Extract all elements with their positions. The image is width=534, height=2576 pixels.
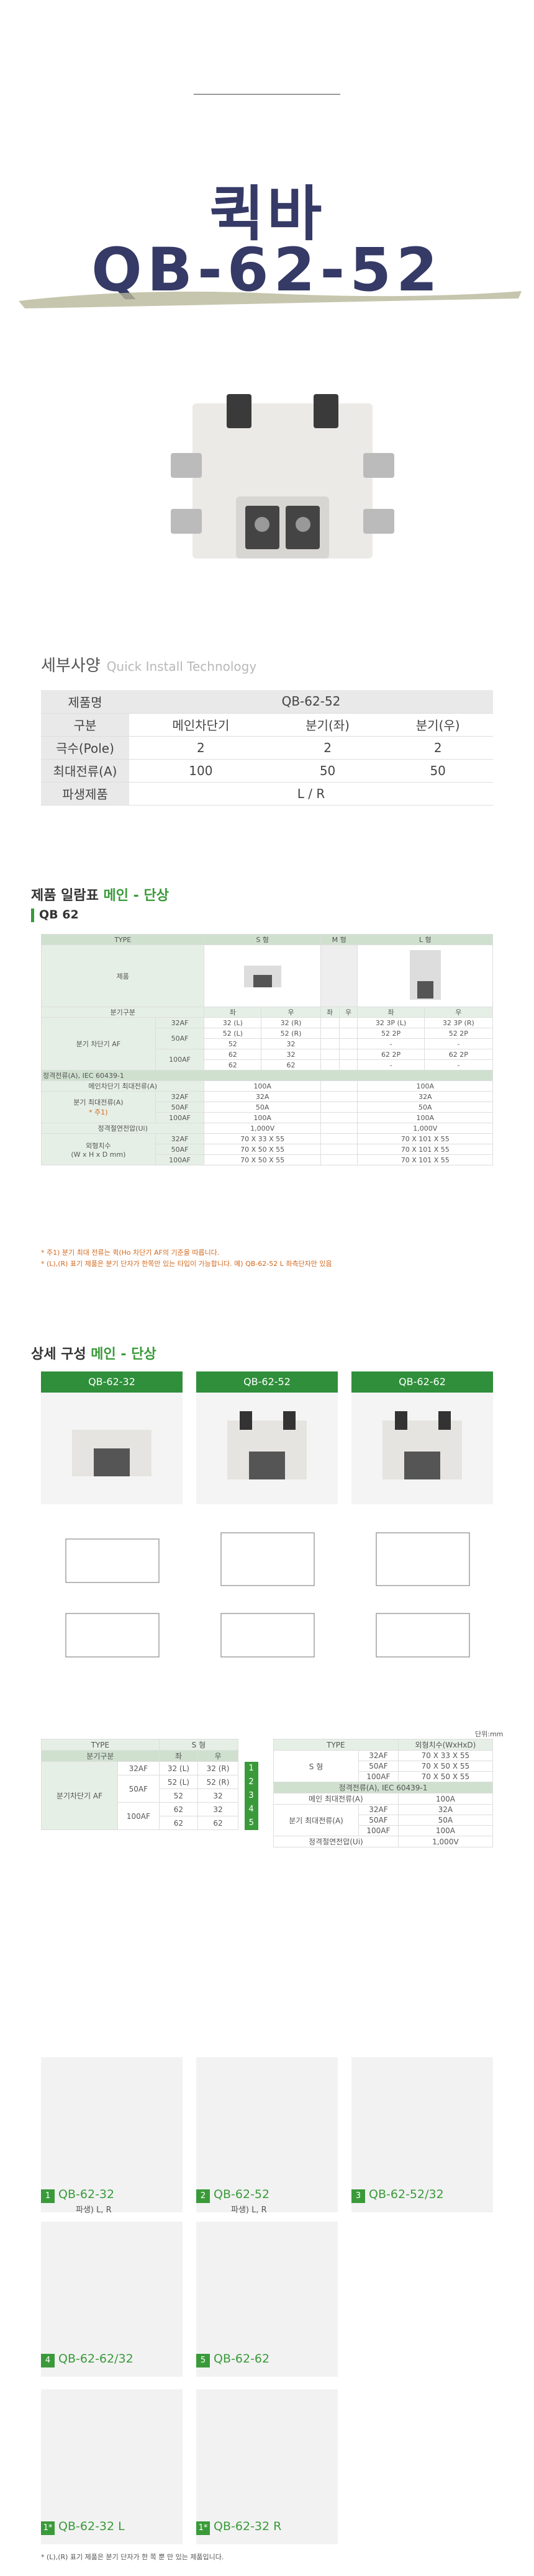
lineup-subheading: QB 62 bbox=[31, 908, 79, 922]
unit-label: 단위:mm bbox=[475, 1730, 504, 1738]
tab-qb-62-62[interactable]: QB-62-62 bbox=[351, 1371, 493, 1393]
dimension-drawings bbox=[65, 1532, 470, 1658]
tab-qb-62-52[interactable]: QB-62-52 bbox=[196, 1371, 338, 1393]
gallery-caption-3: 3 QB-62-52/32 bbox=[351, 2188, 444, 2203]
gallery-note: * (L),(R) 표기 제품은 분기 단자가 한 쪽 뿐 만 있는 제품입니다… bbox=[41, 2553, 224, 2561]
detail-table-1: TYPE S 형 분기구분 좌 우 분기차단기 AF 32AF 32 (L) 32 (R) 1… bbox=[41, 1739, 265, 1830]
top-divider bbox=[194, 94, 340, 95]
lineup-note-1: * 주1) 분기 최대 전류는 퀵(Ho 차단기 AF의 기준을 따릅니다. bbox=[41, 1249, 220, 1257]
gallery-item-2 bbox=[196, 2057, 338, 2212]
gallery-caption-5: 5 QB-62-62 bbox=[196, 2352, 269, 2367]
lineup-note-2: * (L),(R) 표기 제품은 분기 단자가 한쪽만 있는 타입이 가능합니다… bbox=[41, 1260, 332, 1268]
spec-heading: 세부사양 Quick Install Technology bbox=[41, 657, 257, 675]
gallery-caption-1: 1 QB-62-32 파생) L, R bbox=[41, 2188, 114, 2215]
gallery-item-4 bbox=[41, 2222, 183, 2377]
detail-heading: 상세 구성 메인 - 단상 bbox=[31, 1347, 156, 1362]
spec-table: 제품명 QB-62-52 구분 메인차단기 분기(좌) 분기(우) 극수(Pole) 2 2… bbox=[41, 690, 493, 806]
brush-stroke bbox=[19, 291, 522, 308]
product-image bbox=[171, 394, 394, 559]
gallery-caption-6: 1* QB-62-32 L bbox=[41, 2520, 125, 2535]
detail-card-3: QB-62-62 bbox=[351, 1371, 493, 1663]
hero-title-ko: 퀵바 bbox=[209, 179, 325, 249]
detail-card-2: QB-62-52 bbox=[196, 1371, 338, 1663]
tab-qb-62-32[interactable]: QB-62-32 bbox=[41, 1371, 183, 1393]
detail-table-2: TYPE 외형치수(WxHxD) S 형 32AF 70 X 33 X 55 50AF… bbox=[273, 1739, 494, 1847]
gallery-caption-4: 4 QB-62-62/32 bbox=[41, 2352, 134, 2367]
gallery-item-1 bbox=[41, 2057, 183, 2212]
gallery-item-6 bbox=[41, 2389, 183, 2544]
lineup-heading: 제품 일람표 메인 - 단상 bbox=[31, 888, 169, 904]
gallery-caption-7: 1* QB-62-32 R bbox=[196, 2520, 281, 2535]
gallery-item-5 bbox=[196, 2222, 338, 2377]
gallery-item-7 bbox=[196, 2389, 338, 2544]
gallery-caption-2: 2 QB-62-52 파생) L, R bbox=[196, 2188, 269, 2215]
gallery-item-3 bbox=[351, 2057, 493, 2212]
detail-card-1: QB-62-32 bbox=[41, 1371, 183, 1663]
